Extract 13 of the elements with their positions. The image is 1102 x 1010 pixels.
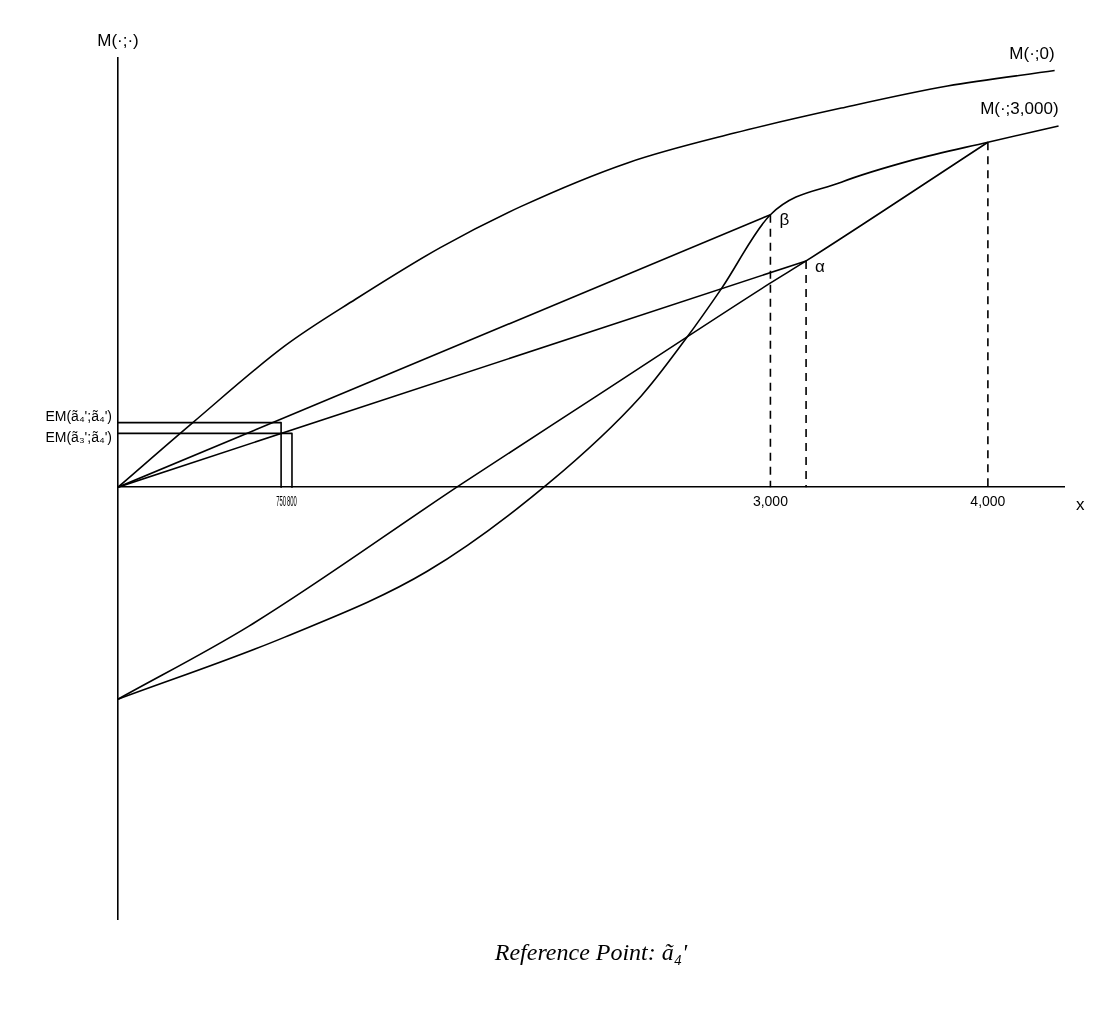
x-axis-title: x [1076, 495, 1085, 515]
series-label: M(·;3,000) [980, 99, 1059, 119]
y-axis-title: M(·;·) [97, 31, 139, 51]
x-tick-label: 4,000 [970, 493, 1006, 510]
series-label: M(·;0) [1009, 43, 1055, 63]
x-tick-label: 750 [276, 492, 287, 509]
annotation: EM(ã₃';ã₄') [45, 429, 112, 446]
annotation: α [815, 256, 826, 276]
annotation: β [779, 210, 790, 230]
x-tick-label: 800 [287, 492, 297, 509]
x-tick-label: 3,000 [752, 493, 789, 510]
text: Reference Point: ã₄' [493, 938, 689, 965]
annotation: EM(ã₄';ã₄') [45, 408, 112, 425]
